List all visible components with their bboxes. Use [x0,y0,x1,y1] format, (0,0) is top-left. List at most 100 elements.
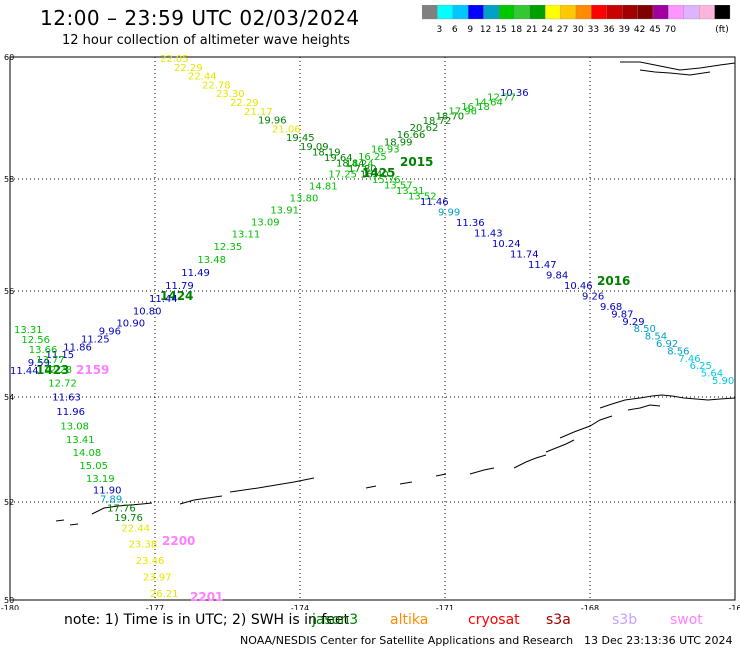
wave-height-colorbar: 3 6 9 12 15 18 21 24 27 30 33 36 39 42 45 70 (ft) [422,5,731,35]
track-a-swh-value: 11.46 [420,197,449,208]
colorbar-tick-label: 36 [603,25,615,35]
track-a-swh-value: 11.43 [474,229,503,240]
latitude-labels: 60 58 56 54 52 50 [4,53,14,605]
track-a-swh-value: 6.25 [690,361,712,372]
track-c-swh-value: 12.56 [21,335,50,346]
track-b-swh-value: 12.35 [214,242,243,253]
track-a-swh-value: 18.84 [336,159,365,170]
track-a-swh-value: 21.17 [244,107,273,118]
track-c-swh-value: 12.23 [44,365,73,376]
track-a-swh-value: 22.29 [174,63,203,74]
track-a-swh-value: 9.87 [611,309,633,320]
track-b-swh-value: 11.79 [165,281,194,292]
colorbar-tick-label: 42 [634,25,645,35]
track-a-swh-value: 13.52 [408,192,437,203]
colorbar-tick-label: 45 [649,25,660,35]
track-a-swh-value: 8.56 [667,346,689,357]
track-b-swh-value: 14.64 [474,97,503,108]
latitude-tick-label: 54 [4,393,14,402]
track-c-swh-value: 13.41 [66,435,95,446]
track-b-swh-value: 13.80 [290,193,319,204]
track-c-swh-value: 19.76 [114,513,143,524]
track-a-swh-value: 22.29 [230,98,259,109]
satellite-label-s3b: s3b [612,612,638,628]
track-c-swh-value: 11.90 [93,486,122,497]
track-c-swh-value: 13.31 [14,325,43,336]
track-a-swh-value: 19.45 [286,133,315,144]
longitude-tick-label: -174 [291,604,309,610]
colorbar-tick-label: 6 [452,25,458,35]
pass-time-labels: 2015 1425 2016 1424 1423 2159 2200 2201 [36,155,630,604]
track-a-swh-value: 22.78 [202,80,231,91]
track-c-swh-value: 23.46 [136,556,165,567]
track-b-swh-value: 9.96 [99,326,121,337]
longitude-tick-label: -180 [1,604,19,610]
satellite-label-s3a: s3a [546,612,571,628]
track-b-swh-value: 11.49 [181,268,210,279]
colorbar-tick-label: 15 [495,25,506,35]
track-b-swh-value: 11.44 [10,366,39,377]
track-a-swh-value: 8.54 [645,332,667,343]
track-a-swh-value: 10.24 [492,239,521,250]
longitude-tick-label: -171 [436,604,454,610]
track-c-swh-value: 15.05 [79,461,108,472]
track-b-swh-value: 11.25 [81,334,110,345]
track-b-swh-value: 10.36 [500,88,529,99]
track-a-swh-value: 22.44 [188,72,217,83]
track-a-swh-value: 22.05 [160,54,189,65]
track-c-swh-value: 13.66 [29,345,58,356]
track-a-swh-value: 9.26 [582,292,604,303]
track-b-swh-value: 16.66 [397,130,426,141]
track-a-swh-value: 9.84 [546,271,568,282]
footer-note: note: 1) Time is in UTC; 2) SWH is in fe… [64,612,350,628]
track-b-swh-value: 13.11 [232,230,261,241]
track-c-swh-value: 26.21 [150,589,179,600]
track-b-swh-value: 18.70 [435,111,464,122]
colorbar-tick-label: 3 [437,25,443,35]
latitude-tick-label: 56 [4,287,14,296]
colorbar-tick-label: 21 [526,25,537,35]
track-b-swh-value: 16.18 [461,102,490,113]
colorbar-tick-label: 33 [588,25,599,35]
track-c-swh-value: 23.97 [143,573,172,584]
track-a-swh-value: 7.46 [678,354,700,365]
credit-line: NOAA/NESDIS Center for Satellite Applica… [240,634,574,647]
track-b-swh-value: 12.77 [487,93,516,104]
track-a-swh-value: 23.30 [216,89,245,100]
track-a-swh-value: 9.29 [622,317,644,328]
colorbar-tick-label: 12 [480,25,491,35]
track-a-swh-value: 19.96 [258,116,287,127]
latitude-tick-label: 58 [4,175,14,184]
coastline [55,61,736,526]
track-a-swh-value: 9.99 [438,208,460,219]
longitude-tick-label: -168 [581,604,599,610]
pass-time-label: 1425 [362,166,395,180]
latitude-tick-label: 60 [4,53,14,62]
track-b-swh-value: 11.44 [149,294,178,305]
track-a-swh-value: 11.74 [510,250,539,261]
track-a-swh-value: 19.09 [300,142,329,153]
track-c-swh-value: 11.96 [56,407,85,418]
colorbar-tick-label: 39 [618,25,630,35]
track-c-swh-value: 22.44 [121,523,150,534]
track-c-swh-value: 12.72 [48,378,77,389]
track-c-swh-value: 17.76 [107,504,136,515]
track-a-swh-value: 18.19 [312,148,341,159]
colorbar-tick-label: 70 [665,25,677,35]
track-a-swh-value: 13.57 [384,181,413,192]
track-a-swh-value: 21.06 [272,124,301,135]
colorbar-tick-label: 27 [557,25,568,35]
longitude-tick-label: -16 [728,604,740,610]
map-grid [10,57,735,600]
track-b-swh-value: 13.91 [270,206,299,217]
colorbar-tick-label: 9 [467,25,473,35]
pass-time-label: 2015 [400,155,433,169]
track-a-swh-value: 15.76 [372,175,401,186]
altimeter-tracks: 22.0522.2922.4422.7823.3022.2921.1719.96… [10,54,734,600]
track-b-swh-value: 17.25 [328,169,357,180]
track-b-swh-value: 17.96 [448,107,477,118]
track-a-swh-value: 19.64 [324,153,353,164]
satellite-label-swot: swot [670,612,703,628]
track-a-swh-value: 8.50 [634,324,656,335]
